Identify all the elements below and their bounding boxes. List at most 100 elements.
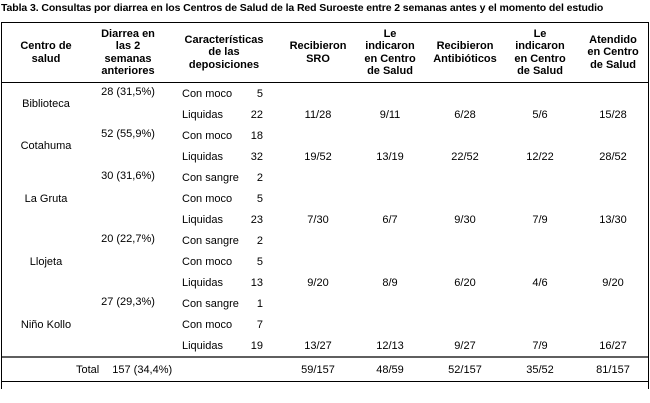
deposicion-tipo: Con moco (182, 318, 233, 331)
centro-cell: Llojeta (29, 255, 63, 268)
caracteristica-cell: Liquidas 13 (166, 272, 282, 293)
sro-indicaron-cell (354, 125, 426, 146)
antibioticos-cell: 9/30 (454, 213, 476, 226)
header-sro: Recibieron SRO (282, 23, 354, 83)
caracteristica-cell: Con moco 5 (166, 251, 282, 272)
atb-indicaron-cell (504, 83, 576, 105)
header-sro-indicaron: Le indicaron en Centro de Salud (354, 23, 426, 83)
table-title: Tabla 3. Consultas por diarrea en los Ce… (1, 2, 604, 14)
deposicion-n: 18 (250, 129, 263, 142)
caracteristica-cell: Con moco 5 (166, 83, 282, 105)
atendido-cell (576, 314, 648, 335)
total-row: Total 157 (34,4%) 59/157 48/59 52/157 35/… (2, 356, 648, 382)
diarrea-cell: 28 (31,5%) (101, 86, 155, 98)
deposicion-tipo: Con moco (182, 87, 233, 100)
sro-indicaron-cell (354, 293, 426, 314)
atb-indicaron-cell: 12/22 (526, 150, 554, 163)
caracteristica-cell: Con moco 5 (166, 188, 282, 209)
sro-cell (282, 167, 354, 188)
antibioticos-cell (426, 314, 504, 335)
deposicion-n: 2 (256, 171, 263, 184)
antibioticos-cell: 6/28 (454, 108, 476, 121)
atb-indicaron-cell (504, 167, 576, 188)
sro-cell (282, 188, 354, 209)
sro-cell (282, 125, 354, 146)
sro-cell (282, 293, 354, 314)
deposicion-tipo: Con moco (182, 192, 233, 205)
antibioticos-cell: 9/27 (454, 339, 476, 352)
atendido-cell (576, 188, 648, 209)
sro-indicaron-cell: 9/11 (379, 108, 401, 121)
antibioticos-cell (426, 230, 504, 251)
header-diarrea: Diarrea en las 2 semanas anteriores (90, 23, 166, 83)
caracteristica-cell: Con moco 7 (166, 314, 282, 335)
sro-indicaron-cell: 12/13 (376, 339, 404, 352)
caracteristica-cell: Liquidas 22 (166, 104, 282, 125)
header-atendido: Atendido en Centro de Salud (576, 23, 648, 83)
caracteristica-cell: Liquidas 19 (166, 335, 282, 357)
sro-indicaron-cell (354, 251, 426, 272)
table-row: La Gruta 30 (31,6%) Con sangre 2 (2, 167, 648, 205)
sro-indicaron-cell: 13/19 (376, 150, 404, 163)
sro-indicaron-cell (354, 230, 426, 251)
antibioticos-cell (426, 293, 504, 314)
antibioticos-cell (426, 251, 504, 272)
atb-indicaron-cell: 7/9 (532, 213, 548, 226)
sro-indicaron-cell: 6/7 (382, 213, 398, 226)
atendido-cell: 81/157 (576, 356, 648, 382)
antibioticos-cell: 22/52 (451, 150, 479, 163)
caracteristica-cell: Con sangre 1 (166, 293, 282, 314)
atendido-cell: 9/20 (602, 276, 624, 289)
header-row: Centro de salud Diarrea en las 2 semanas… (2, 23, 648, 83)
sro-indicaron-cell (354, 188, 426, 209)
atb-indicaron-cell (504, 125, 576, 146)
atb-indicaron-cell: 35/52 (504, 356, 576, 382)
atb-indicaron-cell: 7/9 (532, 339, 548, 352)
table-container: Centro de salud Diarrea en las 2 semanas… (1, 22, 649, 389)
atb-indicaron-cell (504, 188, 576, 209)
deposicion-tipo: Liquidas (182, 108, 223, 121)
antibioticos-cell: 6/20 (454, 276, 476, 289)
table-row: Con moco 5 (2, 188, 648, 209)
atb-indicaron-cell (504, 230, 576, 251)
total-diarrea: 157 (34,4%) (112, 363, 173, 376)
caracteristica-cell: Con sangre 2 (166, 167, 282, 188)
sro-cell: 7/30 (307, 213, 329, 226)
sro-cell (282, 314, 354, 335)
deposicion-tipo: Con sangre (182, 297, 239, 310)
diarrea-cell: 52 (55,9%) (101, 128, 155, 140)
centro-cell: Cotahuma (20, 140, 72, 152)
header-centro: Centro de salud (2, 23, 90, 83)
sro-indicaron-cell (354, 167, 426, 188)
atb-indicaron-cell (504, 251, 576, 272)
atb-indicaron-cell (504, 293, 576, 314)
header-caracteristicas: Características de las deposiciones (166, 23, 282, 83)
centro-cell: Niño Kollo (20, 318, 72, 331)
sro-indicaron-cell (354, 83, 426, 105)
table-row: Con moco 5 (2, 251, 648, 272)
data-table: Centro de salud Diarrea en las 2 semanas… (2, 23, 648, 382)
deposicion-n: 22 (250, 108, 263, 121)
antibioticos-cell: 52/157 (426, 356, 504, 382)
antibioticos-cell (426, 188, 504, 209)
deposicion-tipo: Con moco (182, 255, 233, 268)
atendido-cell (576, 230, 648, 251)
centro-cell: La Gruta (24, 192, 68, 205)
deposicion-tipo: Con moco (182, 129, 233, 142)
deposicion-tipo: Liquidas (182, 339, 223, 352)
atb-indicaron-cell (504, 314, 576, 335)
sro-cell (282, 230, 354, 251)
caracteristica-cell: Con moco 18 (166, 125, 282, 146)
atendido-cell: 16/27 (599, 339, 627, 352)
deposicion-tipo: Con sangre (182, 171, 239, 184)
antibioticos-cell (426, 83, 504, 105)
caracteristica-cell: Liquidas 32 (166, 146, 282, 167)
table-row: Niño Kollo 27 (29,3%) Con sangre 1 (2, 293, 648, 331)
header-antibioticos: Recibieron Antibióticos (426, 23, 504, 83)
table-row: Con moco 7 (2, 314, 648, 335)
table-row: Liquidas 13 9/20 8/9 6/20 4/6 9/20 (2, 272, 648, 293)
caracteristica-cell: Con sangre 2 (166, 230, 282, 251)
table-row: Cotahuma 52 (55,9%) Con moco 18 (2, 125, 648, 152)
atendido-cell (576, 251, 648, 272)
sro-cell: 13/27 (304, 339, 332, 352)
